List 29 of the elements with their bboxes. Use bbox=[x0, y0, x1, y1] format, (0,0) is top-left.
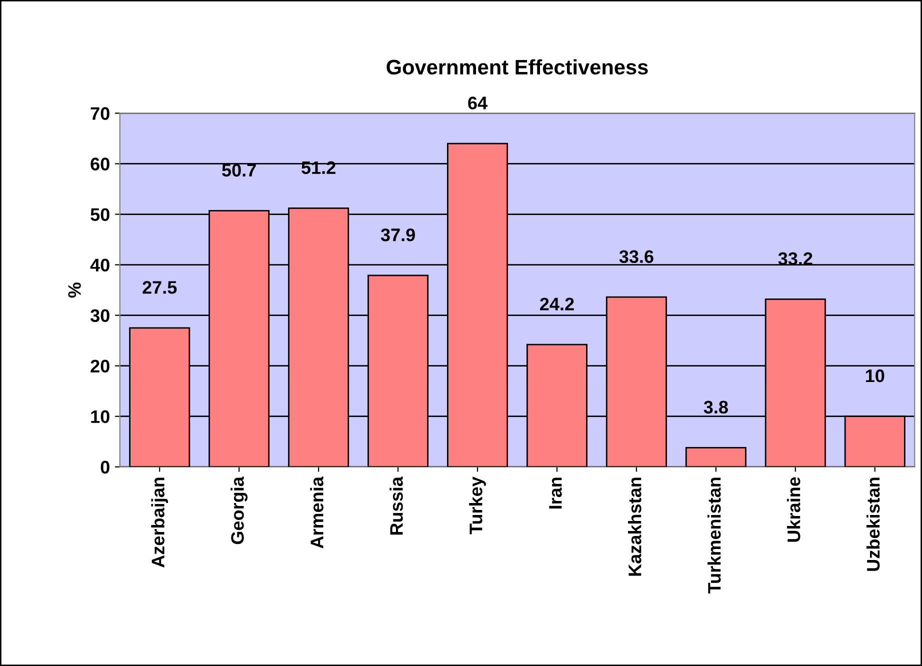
data-label: 64 bbox=[468, 96, 488, 110]
y-tick-label: 40 bbox=[90, 258, 110, 272]
data-label: 3.8 bbox=[704, 400, 728, 414]
data-label: 24.2 bbox=[540, 298, 574, 310]
x-tick-label: Turkey bbox=[469, 476, 486, 534]
x-tick-label: Uzbekistan bbox=[866, 478, 880, 571]
y-tick-label: 50 bbox=[90, 208, 110, 221]
chart-title: Government Effectiveness bbox=[386, 59, 648, 75]
x-tick-label: Georgia bbox=[230, 476, 248, 544]
data-label: 33.2 bbox=[778, 252, 812, 266]
x-tick-label: Kazakhstan bbox=[628, 478, 642, 576]
x-tick-label: Iran bbox=[549, 478, 562, 508]
y-tick-label: 60 bbox=[90, 158, 110, 170]
y-tick-label: 30 bbox=[90, 309, 110, 322]
data-label: 27.5 bbox=[142, 281, 177, 294]
data-label: 10 bbox=[866, 369, 884, 382]
data-label: 37.9 bbox=[380, 228, 415, 242]
y-tick-label: 20 bbox=[90, 360, 110, 373]
data-label: 33.6 bbox=[619, 250, 654, 264]
x-tick-label: Azerbaijan bbox=[151, 478, 168, 568]
y-tick-label: 70 bbox=[90, 107, 110, 120]
data-label: 50.7 bbox=[222, 164, 256, 177]
x-tick-label: Ukraine bbox=[786, 477, 800, 542]
x-tick-label: Russia bbox=[390, 476, 403, 535]
x-tick-label: Turkmenistan bbox=[708, 478, 721, 594]
x-tick-label: Armenia bbox=[310, 476, 324, 548]
y-tick-label: 10 bbox=[91, 410, 110, 424]
y-axis-title: % bbox=[68, 282, 81, 298]
y-tick-label: 0 bbox=[100, 460, 110, 474]
